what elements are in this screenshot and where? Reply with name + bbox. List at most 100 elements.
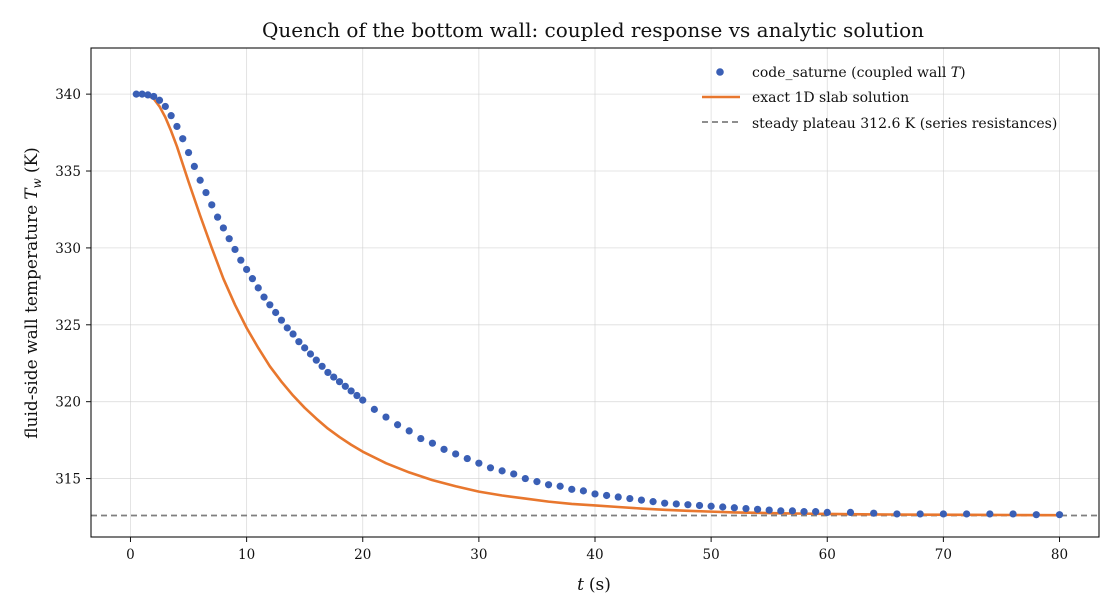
data-point <box>179 135 187 143</box>
data-point <box>1032 511 1040 519</box>
data-point <box>225 235 233 243</box>
data-point <box>243 265 251 274</box>
data-point <box>661 499 669 507</box>
data-point <box>963 510 971 518</box>
data-point <box>295 338 303 346</box>
legend-label-exact: exact 1D slab solution <box>752 90 909 106</box>
data-point <box>144 91 152 99</box>
data-point <box>167 112 175 120</box>
data-point <box>155 96 164 104</box>
data-point <box>289 330 297 338</box>
data-point <box>283 324 291 332</box>
data-point <box>208 201 216 209</box>
data-point <box>823 508 831 516</box>
scatter-points-layer <box>132 90 1064 519</box>
data-point <box>266 301 274 309</box>
x-tick-label: 70 <box>935 547 952 563</box>
y-tick-label: 330 <box>55 241 81 257</box>
x-tick-label: 20 <box>354 547 371 563</box>
x-tick-label: 30 <box>470 547 487 563</box>
data-point <box>353 391 361 400</box>
x-axis-unit: (s) <box>589 575 611 595</box>
data-point <box>184 148 193 157</box>
y-ticks: 315 320 325 330 335 340 <box>55 87 91 488</box>
data-point <box>335 378 344 386</box>
data-point <box>719 503 727 511</box>
data-point <box>393 421 402 429</box>
data-point <box>603 491 611 500</box>
data-point <box>219 224 227 232</box>
data-point <box>301 344 309 352</box>
y-tick-label: 315 <box>55 472 81 488</box>
y-tick-label: 340 <box>55 87 81 103</box>
data-point <box>254 284 262 292</box>
x-tick-label: 80 <box>1051 547 1068 563</box>
grid-layer <box>91 48 1099 537</box>
data-point <box>730 504 738 512</box>
data-point <box>637 496 646 504</box>
data-point <box>498 467 506 475</box>
data-point <box>463 454 471 463</box>
y-axis-variable: T <box>22 187 42 200</box>
data-point <box>986 510 994 518</box>
data-point <box>684 501 692 509</box>
data-point <box>452 450 460 458</box>
legend-points-main: code_saturne (coupled wall <box>752 65 951 81</box>
data-point <box>202 188 210 197</box>
legend-points-var: T <box>951 65 962 81</box>
data-point <box>777 507 785 515</box>
data-point <box>510 470 518 478</box>
data-point <box>237 256 245 264</box>
data-point <box>272 308 280 317</box>
data-point <box>213 213 222 221</box>
x-tick-label: 50 <box>703 547 720 563</box>
data-point <box>765 506 773 514</box>
data-point <box>359 396 367 404</box>
data-point <box>626 494 634 503</box>
data-point <box>306 350 315 358</box>
data-point <box>1055 511 1064 519</box>
x-tick-label: 10 <box>238 547 255 563</box>
exact-solution-layer <box>134 92 1061 517</box>
data-point <box>417 434 425 443</box>
data-point <box>231 245 239 254</box>
data-point <box>318 362 326 370</box>
data-point <box>382 413 390 421</box>
x-tick-label: 0 <box>126 547 135 563</box>
data-point <box>190 162 198 171</box>
y-axis-subscript: w <box>30 177 44 188</box>
exact-solution-line <box>134 92 1061 517</box>
data-point <box>614 493 622 501</box>
data-point <box>707 502 715 510</box>
y-tick-label: 320 <box>55 395 81 411</box>
data-point <box>591 490 599 498</box>
legend-label-points: code_saturne (coupled wall T) <box>752 65 966 81</box>
data-point <box>846 508 855 516</box>
data-point <box>161 102 169 111</box>
legend: code_saturne (coupled wall T) exact 1D s… <box>702 65 1057 132</box>
data-point <box>939 510 947 518</box>
data-point <box>341 382 349 390</box>
chart-title: Quench of the bottom wall: coupled respo… <box>262 18 924 42</box>
data-point <box>533 478 541 486</box>
data-point <box>812 508 820 516</box>
x-ticks: 0 10 20 30 40 50 60 70 80 <box>126 537 1068 563</box>
y-tick-label: 325 <box>55 318 81 334</box>
data-point <box>370 405 378 413</box>
data-point <box>521 474 529 483</box>
data-point <box>440 445 448 453</box>
data-point <box>1009 510 1017 518</box>
data-point <box>405 427 413 435</box>
data-point <box>260 293 268 301</box>
y-tick-label: 335 <box>55 164 81 180</box>
data-point <box>196 176 204 184</box>
data-point <box>916 510 924 518</box>
data-point <box>742 504 750 513</box>
y-axis-label: fluid-side wall temperature Tw (K) <box>22 147 44 439</box>
legend-points-tail: ) <box>960 65 965 81</box>
data-point <box>347 387 355 395</box>
data-point <box>312 356 320 364</box>
data-point <box>695 501 704 510</box>
data-point <box>544 481 553 489</box>
